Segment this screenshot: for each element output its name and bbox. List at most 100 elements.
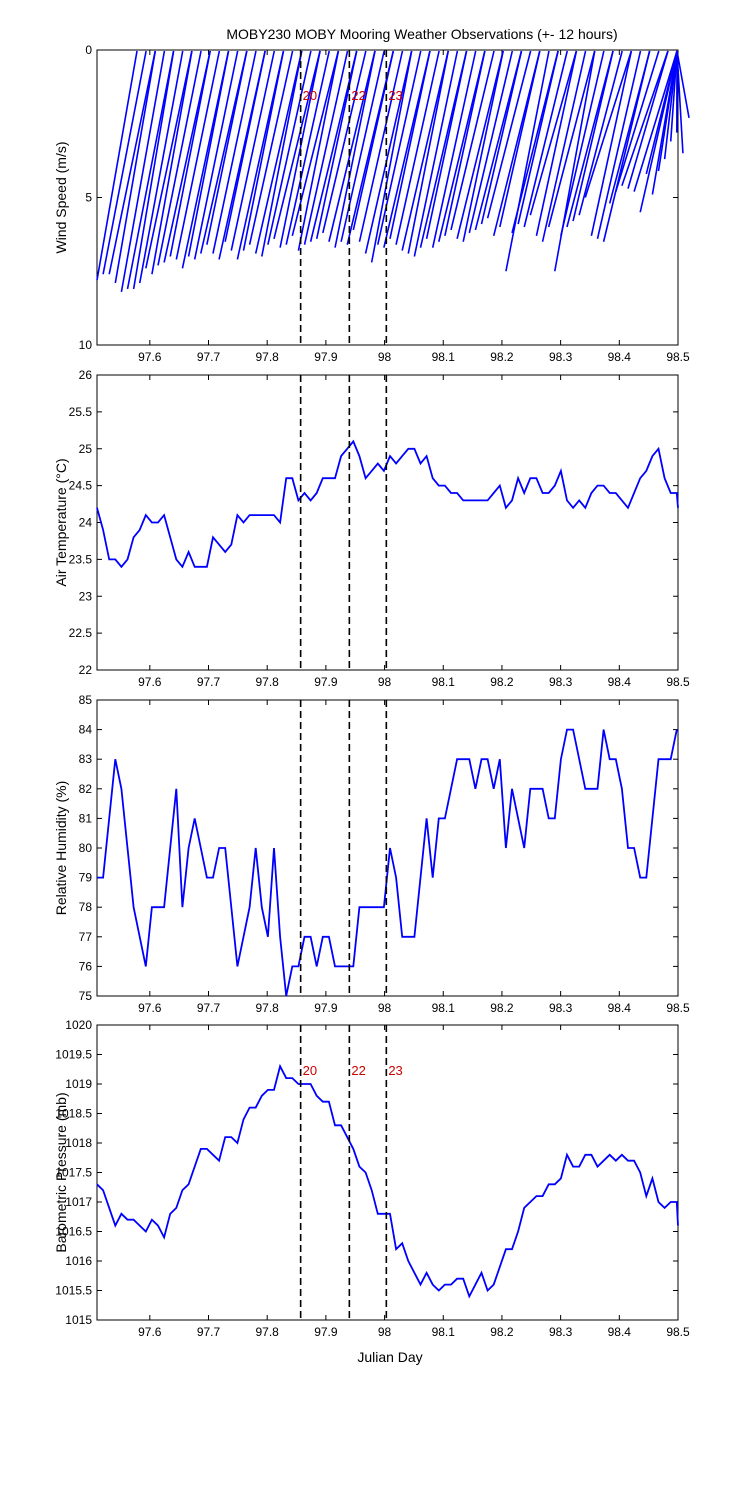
x-tick-label: 97.8 bbox=[256, 1325, 280, 1339]
x-tick-label: 98 bbox=[378, 1325, 392, 1339]
wind-vector bbox=[486, 50, 532, 219]
y-tick-label: 26 bbox=[79, 368, 93, 382]
wind-vector bbox=[529, 50, 578, 216]
wind-vector bbox=[187, 50, 230, 257]
wind-vector bbox=[273, 50, 321, 239]
x-tick-label: 98.2 bbox=[490, 350, 514, 364]
wind-vector bbox=[676, 50, 690, 118]
y-axis-label: Air Temperature (°C) bbox=[53, 458, 69, 586]
y-tick-label: 1019 bbox=[65, 1077, 92, 1091]
x-tick-label: 98.4 bbox=[608, 675, 632, 689]
wind-vector bbox=[212, 50, 257, 254]
wind-vector bbox=[627, 50, 669, 189]
wind-vector bbox=[193, 50, 239, 260]
y-tick-label: 1018.5 bbox=[55, 1107, 92, 1121]
wind-vector bbox=[596, 50, 642, 239]
wind-vector bbox=[267, 50, 312, 245]
y-tick-label: 24 bbox=[79, 516, 93, 530]
x-tick-label: 97.7 bbox=[197, 1325, 221, 1339]
wind-vector bbox=[462, 50, 504, 242]
y-tick-label: 79 bbox=[79, 871, 93, 885]
wind-vector bbox=[633, 50, 678, 192]
event-marker-label: 23 bbox=[388, 1063, 402, 1078]
x-tick-label: 98.5 bbox=[666, 675, 690, 689]
wind-vector bbox=[309, 50, 358, 242]
wind-vector bbox=[578, 50, 623, 216]
wind-vector bbox=[468, 50, 514, 234]
x-tick-label: 97.6 bbox=[138, 675, 162, 689]
y-tick-label: 1015 bbox=[65, 1313, 92, 1327]
wind-vector bbox=[541, 50, 587, 242]
x-tick-label: 97.9 bbox=[314, 1325, 338, 1339]
y-tick-label: 25.5 bbox=[69, 405, 93, 419]
y-tick-label: 81 bbox=[79, 811, 93, 825]
x-tick-label: 98 bbox=[378, 675, 392, 689]
x-tick-label: 98.1 bbox=[432, 350, 456, 364]
y-tick-label: 1020 bbox=[65, 1018, 92, 1032]
x-tick-label: 98.1 bbox=[432, 1325, 456, 1339]
wind-vector bbox=[621, 50, 669, 186]
wind-vector bbox=[450, 50, 495, 231]
y-tick-label: 23.5 bbox=[69, 552, 93, 566]
y-tick-label: 10 bbox=[79, 338, 93, 352]
wind-vector bbox=[407, 50, 450, 254]
wind-vector bbox=[102, 50, 147, 275]
wind-vector bbox=[334, 50, 376, 248]
wind-vector bbox=[261, 50, 303, 257]
y-tick-label: 24.5 bbox=[69, 479, 93, 493]
x-tick-label: 97.6 bbox=[138, 1325, 162, 1339]
y-tick-label: 1019.5 bbox=[55, 1048, 92, 1062]
wind-vector bbox=[535, 50, 578, 237]
x-tick-label: 98.2 bbox=[490, 675, 514, 689]
y-tick-label: 22 bbox=[79, 663, 93, 677]
x-tick-label: 98.1 bbox=[432, 675, 456, 689]
wind-vector bbox=[517, 50, 559, 225]
axes-box bbox=[96, 374, 679, 671]
wind-vector bbox=[224, 50, 266, 242]
wind-vector bbox=[560, 50, 605, 237]
y-axis-label: Wind Speed (m/s) bbox=[53, 141, 69, 253]
x-tick-label: 98.2 bbox=[490, 1001, 514, 1015]
y-tick-label: 76 bbox=[79, 959, 93, 973]
wind-vector bbox=[615, 50, 660, 192]
wind-vector bbox=[315, 50, 358, 239]
figure-title: MOBY230 MOBY Mooring Weather Observation… bbox=[226, 26, 617, 42]
wind-vector bbox=[499, 50, 541, 228]
wind-vector bbox=[108, 50, 156, 275]
x-tick-label: 98.5 bbox=[666, 350, 690, 364]
x-tick-label: 98 bbox=[378, 350, 392, 364]
wind-vector bbox=[413, 50, 459, 257]
x-tick-label: 97.7 bbox=[197, 350, 221, 364]
wind-vector bbox=[676, 50, 684, 154]
wind-vector bbox=[230, 50, 276, 251]
y-tick-label: 75 bbox=[79, 989, 93, 1003]
y-tick-label: 85 bbox=[79, 693, 93, 707]
x-tick-label: 98.4 bbox=[608, 350, 632, 364]
y-tick-label: 0 bbox=[85, 43, 92, 57]
x-tick-label: 98.2 bbox=[490, 1325, 514, 1339]
y-tick-label: 78 bbox=[79, 900, 93, 914]
y-tick-label: 1016 bbox=[65, 1254, 92, 1268]
x-axis-label: Julian Day bbox=[357, 1349, 422, 1365]
x-tick-label: 98.1 bbox=[432, 1001, 456, 1015]
axes-box bbox=[96, 699, 679, 997]
wind-vector bbox=[163, 50, 211, 263]
y-tick-label: 23 bbox=[79, 589, 93, 603]
x-tick-label: 97.7 bbox=[197, 1001, 221, 1015]
barometric-pressure-panel: 1015 1015.5 1016 1016.5 1017 1017.5 1018 1018.5… bbox=[53, 1018, 690, 1339]
event-marker-label: 22 bbox=[351, 1063, 365, 1078]
y-tick-label: 80 bbox=[79, 841, 93, 855]
y-tick-label: 1018 bbox=[65, 1136, 92, 1150]
wind-vector bbox=[474, 50, 523, 231]
x-tick-label: 98.3 bbox=[549, 675, 573, 689]
wind-vector bbox=[480, 50, 523, 225]
x-tick-label: 97.9 bbox=[314, 1001, 338, 1015]
y-tick-label: 77 bbox=[79, 930, 93, 944]
y-axis-label: Barometric Pressure (mb) bbox=[53, 1092, 69, 1252]
wind-vector bbox=[370, 50, 413, 263]
wind-vector bbox=[285, 50, 330, 245]
wind-vector bbox=[572, 50, 614, 222]
wind-vector bbox=[608, 50, 651, 204]
event-marker-label: 22 bbox=[351, 88, 365, 103]
